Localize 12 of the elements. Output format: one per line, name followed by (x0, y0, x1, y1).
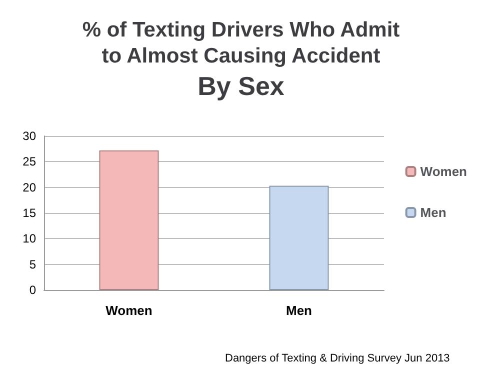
y-tick-label: 30 (22, 129, 36, 143)
y-tick-label: 0 (29, 283, 36, 297)
y-tick-label: 15 (22, 206, 36, 220)
legend-label: Women (420, 164, 468, 179)
y-tick-label: 10 (22, 232, 36, 246)
y-tick-label: 25 (22, 154, 36, 169)
chart-title: % of Texting Drivers Who Admit to Almost Causing Accident (82, 18, 400, 68)
legend-label: Men (420, 205, 446, 220)
chart-subtitle: By Sex (198, 71, 285, 101)
y-tick-label: 5 (29, 257, 36, 272)
text: Dangers of Texting & Driving Survey Jun 2013 (224, 352, 450, 364)
y-tick-label: 20 (22, 180, 36, 194)
